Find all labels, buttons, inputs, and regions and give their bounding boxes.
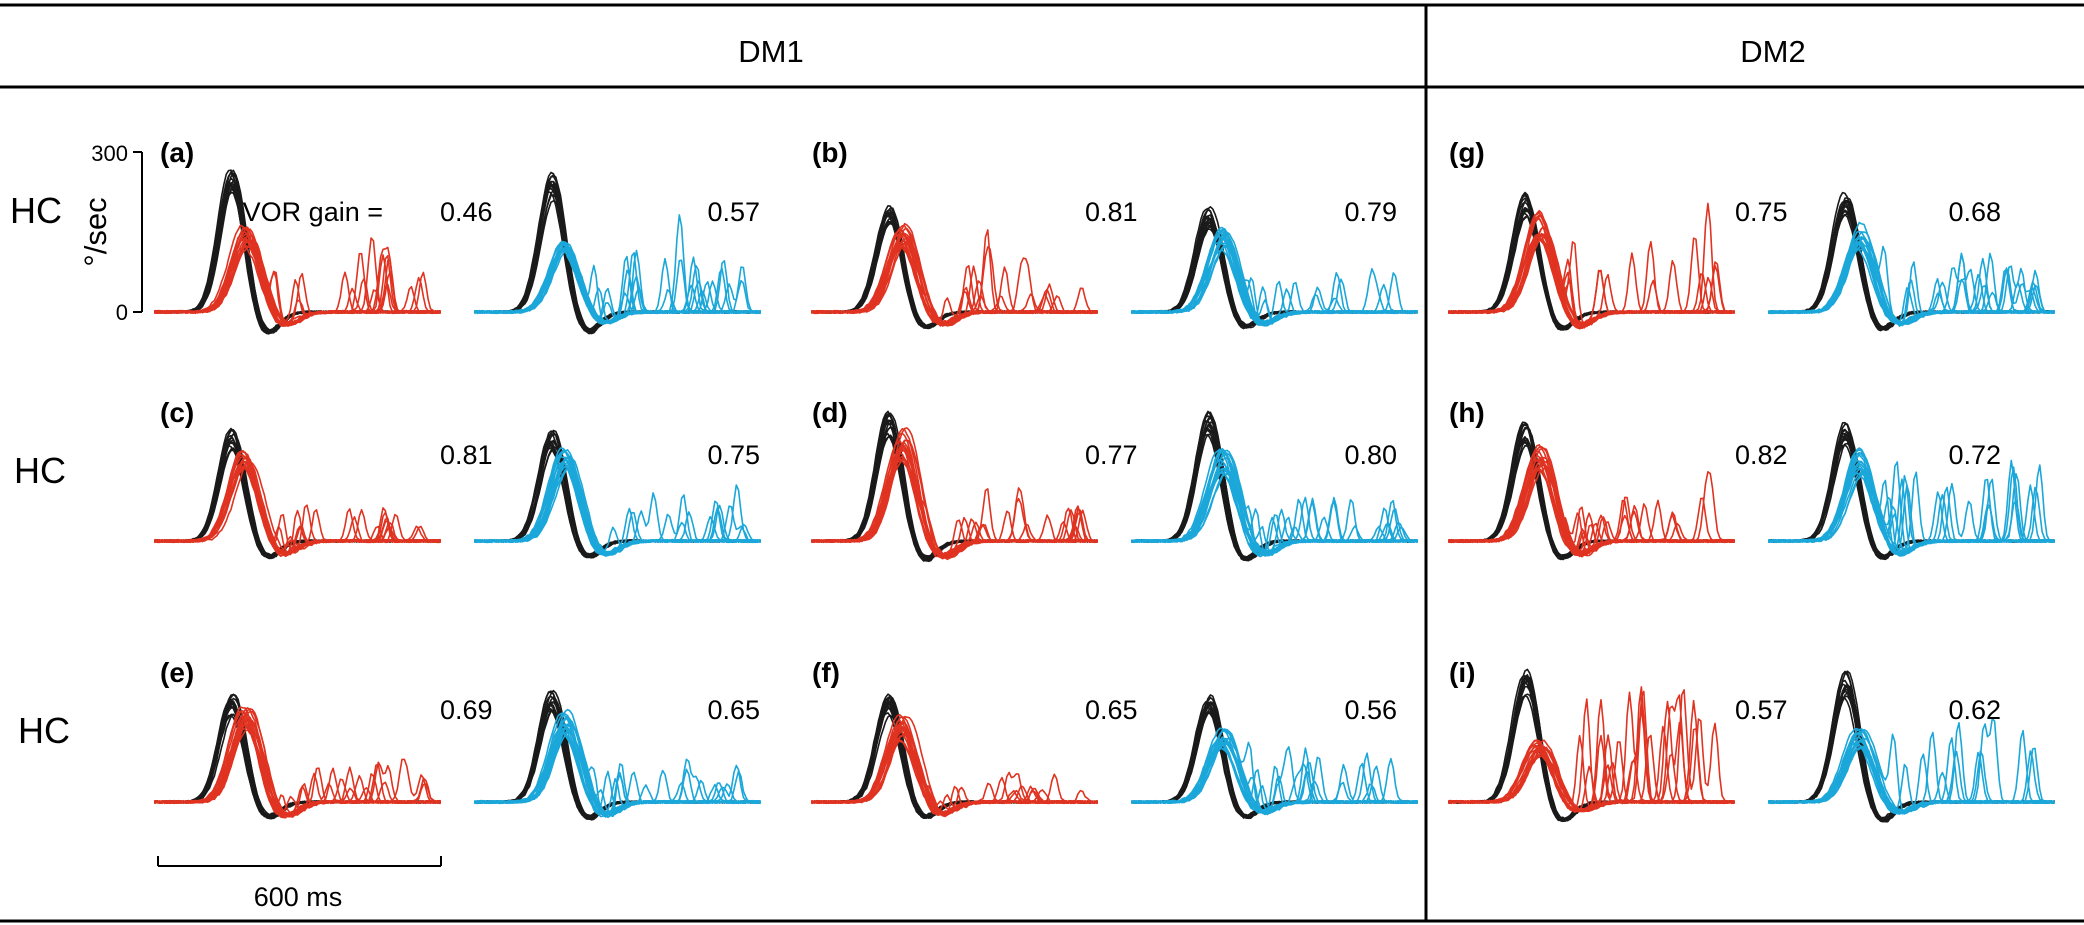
blue-trace xyxy=(1768,236,2055,326)
gain-value: 0.57 xyxy=(707,197,760,227)
red-trace xyxy=(1448,463,1735,555)
y-tick-label: 0 xyxy=(116,300,128,325)
panel-label: (d) xyxy=(812,397,848,428)
scale-bar-label: 600 ms xyxy=(254,882,343,912)
blue-trace xyxy=(1768,464,2055,555)
gain-value: 0.57 xyxy=(1735,695,1788,725)
blue-trace xyxy=(474,240,761,324)
blue-trace xyxy=(474,457,761,557)
red-trace xyxy=(154,466,441,552)
panel-label: (h) xyxy=(1449,397,1485,428)
red-trace xyxy=(154,724,441,816)
dm2-header: DM2 xyxy=(1740,34,1805,69)
gain-value: 0.80 xyxy=(1344,440,1397,470)
time-scale-bar: 600 ms xyxy=(157,856,442,912)
gain-value: 0.56 xyxy=(1344,695,1397,725)
panel-label: (c) xyxy=(160,397,194,428)
panel-label: (b) xyxy=(812,137,848,168)
row-label-hc: HC xyxy=(18,710,70,751)
y-axis-label: °/sec xyxy=(78,197,113,266)
red-trace xyxy=(1448,236,1735,326)
hc-trace xyxy=(1131,410,1418,561)
gain-value: 0.75 xyxy=(1735,197,1788,227)
gain-value: 0.65 xyxy=(707,695,760,725)
blue-trace xyxy=(1131,232,1418,326)
red-trace xyxy=(811,225,1098,327)
red-trace xyxy=(811,726,1098,816)
gain-value: 0.75 xyxy=(707,440,760,470)
gain-value: 0.62 xyxy=(1948,695,2001,725)
dm1-header: DM1 xyxy=(738,34,803,69)
y-axis: 300 0 °/sec xyxy=(78,141,143,325)
gain-value: 0.81 xyxy=(1085,197,1138,227)
gain-value: 0.79 xyxy=(1344,197,1397,227)
gain-value: 0.72 xyxy=(1948,440,2001,470)
vor-gain-prefix: VOR gain = xyxy=(243,197,383,227)
blue-trace xyxy=(1768,744,2055,813)
gain-value: 0.82 xyxy=(1735,440,1788,470)
panel-label: (g) xyxy=(1449,137,1485,168)
panel-label: (i) xyxy=(1449,657,1475,688)
gain-value: 0.69 xyxy=(440,695,493,725)
row-label-hc: HC xyxy=(14,450,66,491)
red-trace xyxy=(154,714,441,817)
blue-trace xyxy=(474,247,761,323)
gain-value: 0.81 xyxy=(440,440,493,470)
red-trace xyxy=(1448,691,1735,811)
panel-label: (a) xyxy=(160,137,194,168)
red-trace xyxy=(811,446,1098,558)
gain-value: 0.68 xyxy=(1948,197,2001,227)
blue-trace xyxy=(1131,456,1418,554)
panel-label: (f) xyxy=(812,657,840,688)
red-trace xyxy=(154,244,441,325)
red-trace xyxy=(1448,686,1735,812)
panels-layer: (a) 0.46 0.57 (b) 0.81 0.79 (c) 0.81 0.75 (d) 0.77… xyxy=(154,137,2055,823)
panel-label: (e) xyxy=(160,657,194,688)
blue-trace xyxy=(474,722,761,817)
row-label-hc: HC xyxy=(10,190,62,231)
gain-value: 0.46 xyxy=(440,197,493,227)
red-trace xyxy=(154,450,441,555)
gain-value: 0.77 xyxy=(1085,440,1138,470)
gain-value: 0.65 xyxy=(1085,695,1138,725)
y-tick-label: 300 xyxy=(91,141,128,166)
blue-trace xyxy=(1131,740,1418,814)
